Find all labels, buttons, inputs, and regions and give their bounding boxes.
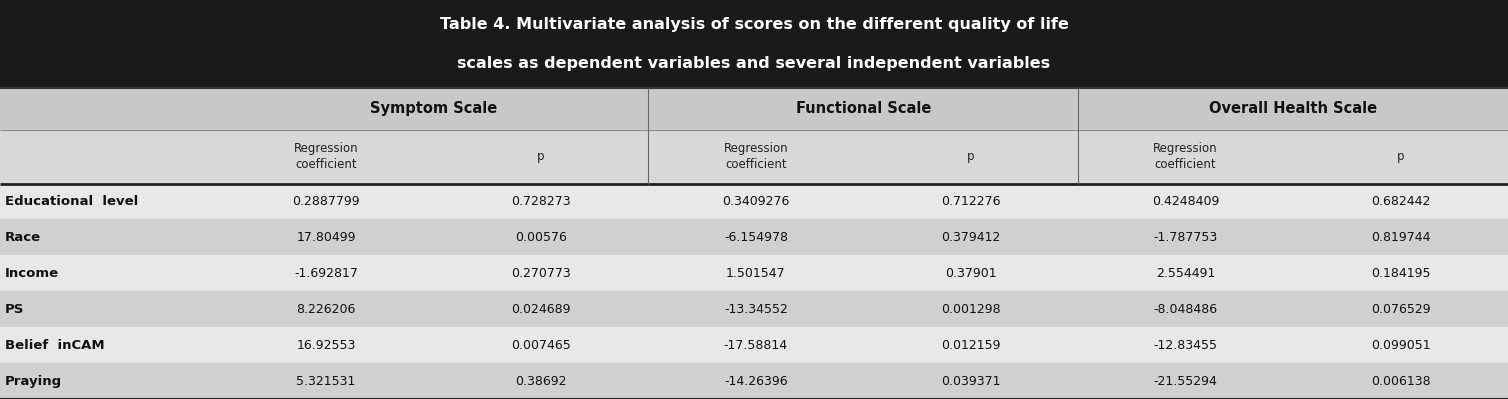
Text: -12.83455: -12.83455 [1154, 339, 1217, 352]
Text: 0.682442: 0.682442 [1371, 195, 1430, 208]
Text: 0.00576: 0.00576 [516, 231, 567, 244]
Text: 0.2887799: 0.2887799 [293, 195, 360, 208]
Bar [0, 219, 1508, 255]
Bar [0, 130, 1508, 184]
Text: 0.184195: 0.184195 [1371, 267, 1430, 280]
Text: -6.154978: -6.154978 [724, 231, 787, 244]
Text: Regression
coefficient: Regression coefficient [1154, 142, 1218, 171]
Text: Regression
coefficient: Regression coefficient [724, 142, 789, 171]
Text: 0.270773: 0.270773 [511, 267, 572, 280]
Text: -8.048486: -8.048486 [1154, 303, 1218, 316]
Bar [0, 327, 1508, 363]
Bar [0, 88, 1508, 130]
Text: p: p [1396, 150, 1404, 163]
Text: 0.012159: 0.012159 [941, 339, 1000, 352]
Text: Race: Race [5, 231, 41, 244]
Text: 0.076529: 0.076529 [1371, 303, 1431, 316]
Text: 5.321531: 5.321531 [297, 375, 356, 387]
Text: p: p [967, 150, 974, 163]
Text: 0.001298: 0.001298 [941, 303, 1001, 316]
Text: 0.099051: 0.099051 [1371, 339, 1431, 352]
Text: 0.006138: 0.006138 [1371, 375, 1431, 387]
Text: Symptom Scale: Symptom Scale [369, 101, 498, 116]
Text: PS: PS [5, 303, 24, 316]
Text: 0.38692: 0.38692 [516, 375, 567, 387]
Text: 8.226206: 8.226206 [297, 303, 356, 316]
Text: 0.039371: 0.039371 [941, 375, 1000, 387]
Text: -1.692817: -1.692817 [294, 267, 357, 280]
Text: 0.819744: 0.819744 [1371, 231, 1430, 244]
Text: -13.34552: -13.34552 [724, 303, 787, 316]
Text: Praying: Praying [5, 375, 62, 387]
Text: 16.92553: 16.92553 [297, 339, 356, 352]
Text: -14.26396: -14.26396 [724, 375, 787, 387]
Text: 17.80499: 17.80499 [297, 231, 356, 244]
Text: 0.728273: 0.728273 [511, 195, 572, 208]
Bar [0, 255, 1508, 291]
Text: Functional Scale: Functional Scale [796, 101, 930, 116]
Text: -1.787753: -1.787753 [1154, 231, 1218, 244]
Bar [0, 0, 1508, 88]
Text: 0.4248409: 0.4248409 [1152, 195, 1220, 208]
Text: p: p [537, 150, 544, 163]
Text: -17.58814: -17.58814 [724, 339, 789, 352]
Text: 0.3409276: 0.3409276 [722, 195, 790, 208]
Text: 0.712276: 0.712276 [941, 195, 1000, 208]
Text: 2.554491: 2.554491 [1157, 267, 1215, 280]
Text: Income: Income [5, 267, 59, 280]
Bar [0, 291, 1508, 327]
Text: 1.501547: 1.501547 [725, 267, 786, 280]
Text: 0.024689: 0.024689 [511, 303, 570, 316]
Text: Regression
coefficient: Regression coefficient [294, 142, 359, 171]
Bar [0, 363, 1508, 399]
Text: Educational  level: Educational level [5, 195, 137, 208]
Text: 0.379412: 0.379412 [941, 231, 1000, 244]
Text: Belief  inCAM: Belief inCAM [5, 339, 104, 352]
Text: scales as dependent variables and several independent variables: scales as dependent variables and severa… [457, 56, 1051, 71]
Text: 0.007465: 0.007465 [511, 339, 572, 352]
Text: -21.55294: -21.55294 [1154, 375, 1217, 387]
Bar [0, 184, 1508, 219]
Text: 0.37901: 0.37901 [946, 267, 997, 280]
Text: Table 4. Multivariate analysis of scores on the different quality of life: Table 4. Multivariate analysis of scores… [439, 17, 1069, 32]
Text: Overall Health Scale: Overall Health Scale [1209, 101, 1377, 116]
